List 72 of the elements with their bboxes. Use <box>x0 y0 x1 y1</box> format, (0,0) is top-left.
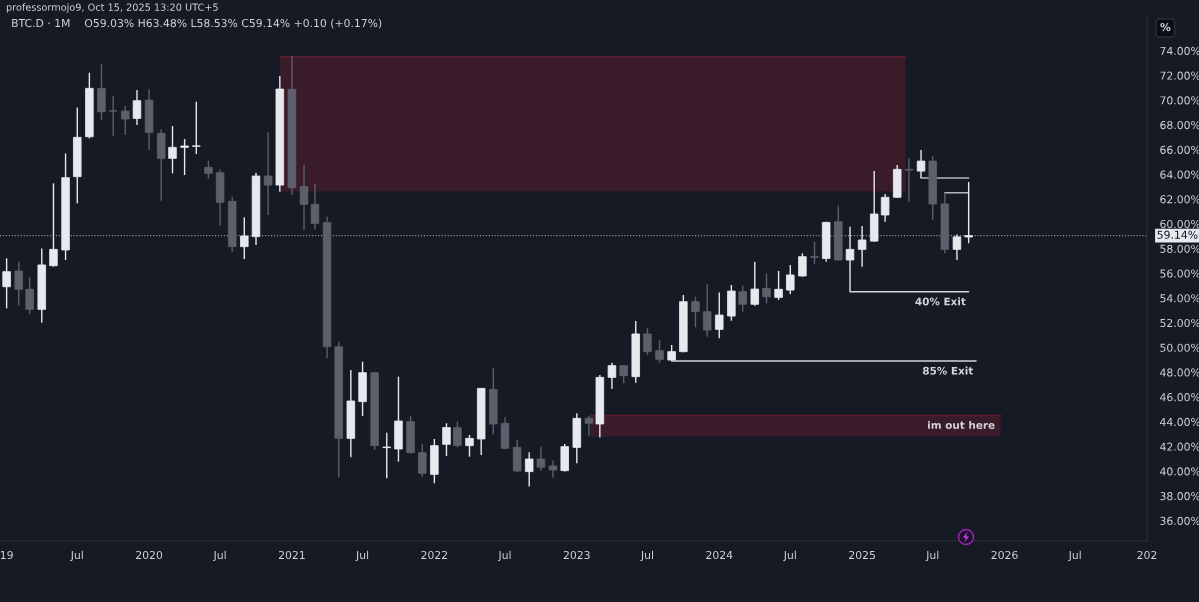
series-label: 40% Exit <box>915 297 966 306</box>
candlestick <box>108 95 118 137</box>
candlestick <box>49 182 58 268</box>
candlestick <box>121 105 130 136</box>
candlestick <box>263 131 273 216</box>
candlestick <box>168 125 177 175</box>
x-tick-label: 2023 <box>563 550 590 560</box>
x-tick-label: Jul <box>70 550 83 562</box>
candlestick <box>14 261 23 307</box>
x-tick-label: 2024 <box>706 550 733 560</box>
candlestick <box>560 443 569 473</box>
candlestick <box>25 276 34 315</box>
candlestick <box>916 149 926 179</box>
candlestick <box>702 283 712 338</box>
series-label: 85% Exit <box>922 366 974 375</box>
x-tick-label: 2026 <box>991 550 1018 560</box>
x-tick-label: Jul <box>640 550 653 562</box>
x-tick-label: 2020 <box>136 550 163 560</box>
candlestick <box>857 225 867 268</box>
candlestick <box>180 138 189 176</box>
candlestick <box>465 434 474 458</box>
candlestick <box>453 420 462 449</box>
candlestick <box>512 439 522 474</box>
candlestick <box>418 443 427 478</box>
candlestick <box>952 233 962 261</box>
x-tick-label: 202 <box>1137 550 1157 560</box>
candlestick <box>798 252 807 278</box>
candlestick <box>715 291 724 339</box>
x-tick-label: 2021 <box>278 550 305 560</box>
candlestick <box>442 422 451 457</box>
candlestick <box>310 183 320 231</box>
x-tick-label: 19 <box>0 550 13 560</box>
candlestick <box>607 361 617 390</box>
candlestick <box>548 459 558 479</box>
candlestick <box>132 89 142 126</box>
x-tick-label: Jul <box>783 550 796 562</box>
candlestick <box>691 296 700 328</box>
candlestick <box>584 415 594 437</box>
candlestick <box>786 264 795 295</box>
candlestick <box>2 257 11 310</box>
candlestick <box>845 226 855 268</box>
candlestick <box>536 445 546 472</box>
candlestick <box>524 451 534 488</box>
candlestick <box>964 181 973 244</box>
candlestick <box>192 101 201 155</box>
series-label: im out here <box>928 420 995 429</box>
x-tick-label: Jul <box>1068 550 1081 562</box>
x-tick-label: Jul <box>925 550 939 562</box>
candlestick <box>880 193 890 223</box>
chart-title: BTC.D · 1M <box>12 18 70 28</box>
chart-subtitle: O59.03% H63.48% L58.53% C59.14% +0.10 (+0.17%) <box>84 18 382 29</box>
candlestick <box>774 270 783 301</box>
candlestick <box>619 364 628 385</box>
x-tick-label: Jul <box>497 550 511 562</box>
candlestick <box>738 285 747 313</box>
candlestick <box>810 241 819 265</box>
candlestick <box>97 63 106 121</box>
candlestick <box>904 157 914 203</box>
candlestick <box>655 339 664 364</box>
x-tick-label: Jul <box>213 550 226 562</box>
candlestick <box>762 272 771 304</box>
candlestick <box>643 326 652 356</box>
candlestick <box>750 261 760 307</box>
x-tick-label: 2025 <box>849 550 875 560</box>
candlestick <box>382 431 391 479</box>
x-tick-label: Jul <box>355 550 369 562</box>
x-tick-label: 2022 <box>421 550 448 560</box>
ref-line-label: 59.14% <box>1157 230 1198 239</box>
candlestick <box>299 164 309 231</box>
text: professormojo9, Oct 15, 2025 13:20 UTC+5 <box>6 3 218 13</box>
y-axis-title: % <box>1160 22 1171 32</box>
candlestick <box>240 216 249 260</box>
